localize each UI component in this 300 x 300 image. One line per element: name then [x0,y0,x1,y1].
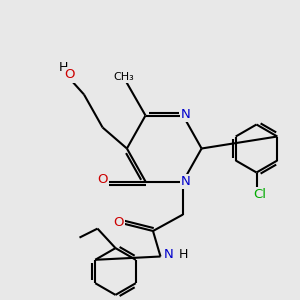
Text: O: O [64,68,75,82]
Text: CH₃: CH₃ [113,72,134,82]
Text: N: N [181,107,191,121]
Text: O: O [113,215,124,229]
Text: H: H [178,248,188,262]
Text: N: N [181,175,191,188]
Text: H: H [59,61,68,74]
Text: Cl: Cl [253,188,266,201]
Text: N: N [164,248,174,262]
Text: O: O [97,172,108,186]
